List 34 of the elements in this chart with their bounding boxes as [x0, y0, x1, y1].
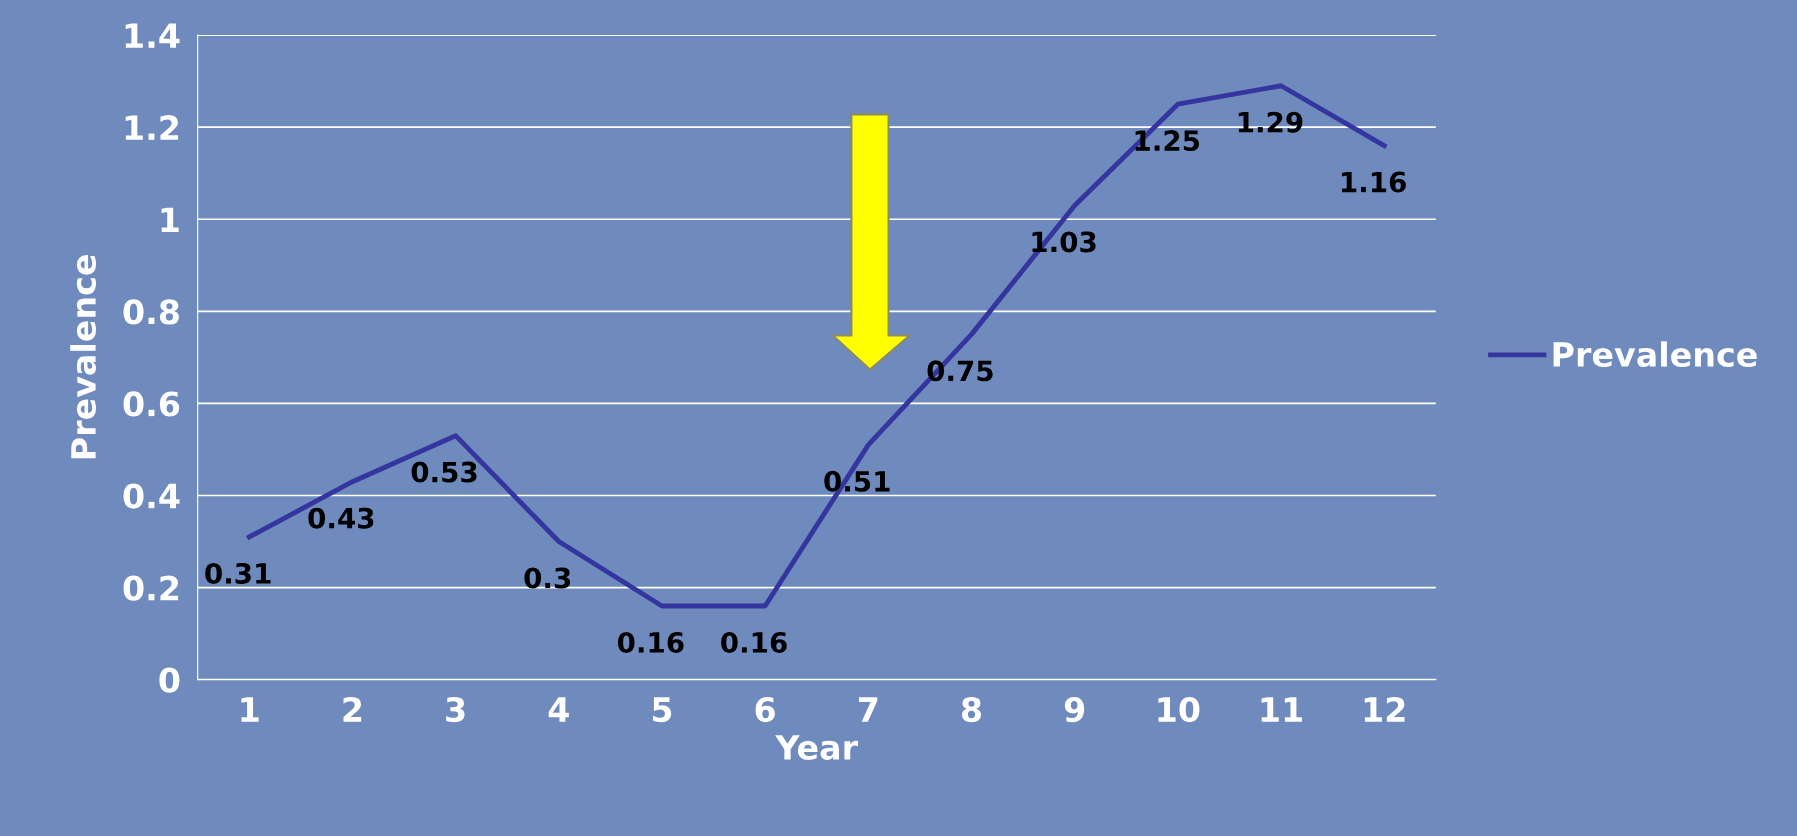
x-axis-title: Year	[775, 735, 858, 760]
data-label: 0.16	[617, 631, 684, 653]
y-tick-label: 0	[159, 667, 180, 693]
legend-label: Prevalence	[1553, 341, 1757, 368]
x-tick-label: 12	[1364, 696, 1405, 722]
data-label: 0.75	[927, 360, 993, 382]
y-tick-label: 0.4	[123, 483, 180, 509]
x-tick-label: 1	[241, 697, 259, 722]
data-label: 1.03	[1032, 231, 1096, 253]
y-tick-label: 1	[161, 207, 179, 232]
data-label: 0.3	[524, 567, 571, 589]
x-tick-label: 6	[755, 696, 775, 723]
x-tick-label: 3	[446, 696, 465, 723]
x-tick-label: 9	[1064, 696, 1085, 723]
y-tick-label: 1.2	[125, 115, 179, 140]
y-tick-label: 0.6	[123, 391, 180, 417]
data-label: 1.16	[1341, 171, 1406, 193]
data-label: 0.31	[205, 562, 271, 584]
data-label: 0.43	[308, 507, 374, 529]
x-tick-label: 11	[1261, 697, 1302, 722]
data-label: 0.53	[411, 461, 477, 483]
data-label: 0.51	[824, 470, 890, 492]
y-tick-label: 1.4	[125, 23, 180, 48]
y-tick-label: 0.2	[123, 575, 179, 601]
x-tick-label: 10	[1158, 696, 1200, 723]
y-axis-title: Prevalence	[70, 255, 97, 459]
x-tick-label: 2	[343, 696, 362, 722]
x-tick-label: 8	[961, 696, 982, 723]
data-label: 1.25	[1135, 130, 1200, 152]
data-label: 0.16	[721, 631, 787, 653]
y-tick-label: 0.8	[123, 299, 179, 325]
x-tick-label: 4	[548, 697, 569, 722]
x-tick-label: 7	[858, 697, 878, 722]
x-tick-label: 5	[652, 697, 672, 723]
